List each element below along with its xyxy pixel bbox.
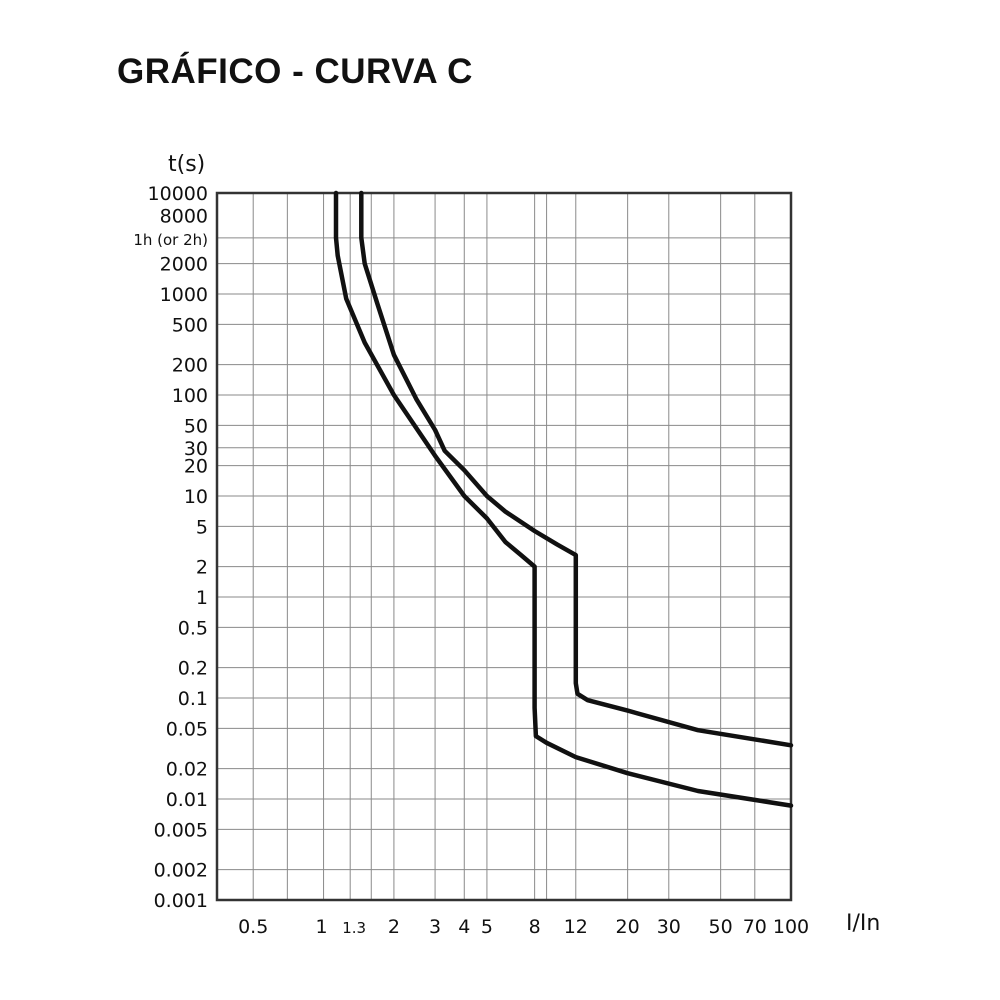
y-tick-label: 2 bbox=[196, 557, 208, 579]
y-tick-label: 0.005 bbox=[154, 819, 208, 841]
y-tick-label: 1 bbox=[196, 587, 208, 609]
y-tick-label: 500 bbox=[172, 314, 208, 336]
curve-upper-bound bbox=[359, 190, 794, 748]
y-tick-label: 10 bbox=[184, 486, 208, 508]
series-layer bbox=[333, 190, 794, 808]
x-tick-labels: 0.5 1 1.3 2 3 4 5 8 12 20 30 50 70 100 bbox=[238, 916, 809, 938]
y-tick-label: 0.002 bbox=[154, 860, 208, 882]
x-tick-label: 2 bbox=[388, 916, 400, 938]
x-tick-label: 5 bbox=[481, 916, 493, 938]
y-tick-label: 0.1 bbox=[178, 688, 208, 710]
y-tick-label: 0.01 bbox=[166, 789, 208, 811]
x-tick-label: 4 bbox=[458, 916, 470, 938]
y-tick-label: 20 bbox=[184, 456, 208, 478]
y-tick-label: 100 bbox=[172, 385, 208, 407]
x-tick-label: 100 bbox=[773, 916, 809, 938]
y-tick-label: 1h (or 2h) bbox=[133, 231, 208, 249]
plot-frame bbox=[215, 191, 793, 902]
x-tick-label: 30 bbox=[657, 916, 681, 938]
x-tick-label: 20 bbox=[616, 916, 640, 938]
y-axis-label: t(s) bbox=[168, 152, 206, 177]
y-tick-label: 30 bbox=[184, 438, 208, 460]
y-tick-label: 0.02 bbox=[166, 759, 208, 781]
y-tick-label: 200 bbox=[172, 355, 208, 377]
x-tick-label: 12 bbox=[564, 916, 588, 938]
x-tick-label: 3 bbox=[429, 916, 441, 938]
vertical-grid bbox=[252, 193, 756, 900]
x-tick-label: 50 bbox=[709, 916, 733, 938]
y-tick-label: 0.001 bbox=[154, 890, 208, 912]
y-tick-label: 5 bbox=[196, 516, 208, 538]
y-tick-label: 0.5 bbox=[178, 617, 208, 639]
y-tick-label: 1000 bbox=[160, 284, 208, 306]
y-tick-label: 8000 bbox=[160, 205, 208, 227]
chart-title: GRÁFICO - CURVA C bbox=[117, 52, 473, 91]
x-axis-label: I/In bbox=[846, 911, 881, 936]
horizontal-grid bbox=[217, 237, 791, 871]
y-tick-label: 50 bbox=[184, 415, 208, 437]
y-tick-label: 10000 bbox=[148, 183, 208, 205]
x-tick-label: 1.3 bbox=[342, 919, 366, 937]
curve-lower-bound bbox=[333, 190, 794, 808]
x-tick-label: 1 bbox=[316, 916, 328, 938]
x-tick-label: 70 bbox=[743, 916, 767, 938]
x-tick-label: 8 bbox=[529, 916, 541, 938]
x-tick-label: 0.5 bbox=[238, 916, 268, 938]
y-tick-label: 0.05 bbox=[166, 718, 208, 740]
y-tick-label: 2000 bbox=[160, 254, 208, 276]
y-tick-label: 0.2 bbox=[178, 658, 208, 680]
